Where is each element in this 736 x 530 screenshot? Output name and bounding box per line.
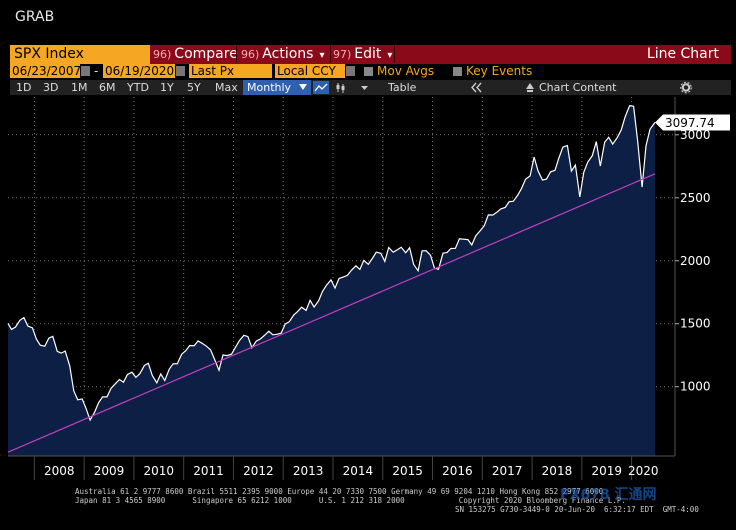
x-axis: 2008 2009 2010 2011 2012 2013 2014 2015 2016 2017… [8, 455, 675, 484]
security-field[interactable]: SPX Index [10, 45, 150, 64]
window-title: GRAB [15, 9, 55, 25]
line-chart-icon[interactable] [313, 81, 329, 94]
x-tick-label: 2014 [343, 464, 374, 478]
gear-icon[interactable] [680, 81, 692, 94]
calendar-icon[interactable] [81, 66, 90, 76]
y-tick-label: 2500 [680, 191, 711, 205]
x-tick-label: 2008 [44, 464, 75, 478]
last-value-badge [655, 114, 730, 131]
edit-button[interactable]: 97) Edit ▾ [333, 45, 392, 64]
frequency-select[interactable]: Monthly [243, 80, 311, 95]
compare-number: 96) [153, 48, 172, 61]
period-max[interactable]: Max [215, 81, 238, 94]
period-1d[interactable]: 1D [16, 81, 32, 94]
actions-button[interactable]: 96) Actions ▾ [241, 45, 324, 64]
last-value-label: 3097.74 [665, 116, 715, 130]
x-tick-label: 2016 [442, 464, 473, 478]
chart-content-button[interactable]: Chart Content [539, 81, 617, 94]
trend-line [7, 173, 656, 453]
mov-avgs-label[interactable]: Mov Avgs [377, 64, 435, 78]
footer-contacts-line2: Japan 81 3 4565 8900 Singapore 65 6212 1… [75, 496, 626, 505]
y-tick-label: 3000 [680, 128, 711, 142]
actions-label: Actions [262, 46, 314, 62]
mov-avgs-checkbox[interactable] [364, 67, 373, 76]
x-tick-label: 2009 [94, 464, 125, 478]
actions-dropdown-icon: ▾ [319, 50, 325, 61]
x-tick-label: 2017 [492, 464, 523, 478]
currency-select[interactable]: Local CCY [275, 64, 345, 78]
watermark: FX678 汇通网 [560, 487, 657, 503]
collapse-icon[interactable] [470, 81, 484, 94]
x-tick-label: 2019 [591, 464, 622, 478]
end-date-field[interactable]: 06/19/2020 [103, 64, 175, 78]
actions-number: 96) [241, 48, 260, 61]
series-line [7, 105, 656, 422]
last-value-marker: 3097.74 [655, 114, 730, 131]
key-events-checkbox[interactable] [453, 67, 462, 76]
chart-style-dropdown-icon[interactable] [360, 81, 369, 94]
y-tick-label: 1000 [680, 380, 711, 394]
footer-contacts-line1: Australia 61 2 9777 8600 Brazil 5511 239… [75, 487, 604, 496]
period-3d[interactable]: 3D [43, 81, 59, 94]
table-button[interactable]: Table [388, 81, 417, 94]
settings-toolbar: 06/23/2007 - 06/19/2020 Last Px Local CC… [10, 64, 731, 79]
period-1y[interactable]: 1Y [160, 81, 174, 94]
chart-type-label: Line Chart [646, 46, 719, 62]
frequency-dropdown-icon [299, 84, 307, 90]
candle-icon[interactable] [335, 81, 347, 94]
x-tick-label: 2013 [293, 464, 324, 478]
x-tick-label: 2020 [628, 464, 659, 478]
calendar-icon[interactable] [176, 66, 185, 76]
period-toolbar: 1D 3D 1M 6M YTD 1Y 5Y Max Monthly Table … [10, 80, 731, 95]
footer-timestamp: SN 153275 G730-3449-0 20-Jun-20 6:32:17 … [455, 505, 699, 514]
date-separator: - [94, 64, 99, 78]
period-ytd[interactable]: YTD [127, 81, 149, 94]
x-tick-label: 2010 [144, 464, 175, 478]
field-select[interactable]: Last Px [189, 64, 272, 78]
x-tick-label: 2011 [193, 464, 224, 478]
compare-label: Compare [174, 46, 238, 62]
y-tick-label: 2000 [680, 254, 711, 268]
compare-button[interactable]: 96) Compare [153, 45, 238, 64]
toolbar-divider [330, 46, 331, 63]
chart-content-icon[interactable] [525, 81, 535, 94]
key-events-label[interactable]: Key Events [466, 64, 533, 78]
toolbar-divider [394, 46, 395, 63]
edit-dropdown-icon: ▾ [387, 50, 393, 61]
x-tick-label: 2015 [392, 464, 423, 478]
y-axis: 1000 1500 2000 2500 3000 [674, 97, 711, 456]
currency-dropdown-icon[interactable] [346, 66, 355, 76]
period-5y[interactable]: 5Y [187, 81, 201, 94]
period-6m[interactable]: 6M [99, 81, 116, 94]
x-tick-label: 2018 [542, 464, 573, 478]
edit-number: 97) [333, 48, 352, 61]
y-tick-label: 1500 [680, 317, 711, 331]
toolbar-divider [236, 46, 237, 63]
x-axis-band [8, 456, 675, 484]
period-1m[interactable]: 1M [71, 81, 88, 94]
edit-label: Edit [354, 46, 382, 62]
frequency-label: Monthly [247, 81, 292, 94]
main-toolbar: SPX Index 96) Compare 96) Actions ▾ 97) Edit… [10, 45, 731, 64]
x-tick-label: 2012 [243, 464, 274, 478]
start-date-field[interactable]: 06/23/2007 [10, 64, 82, 78]
